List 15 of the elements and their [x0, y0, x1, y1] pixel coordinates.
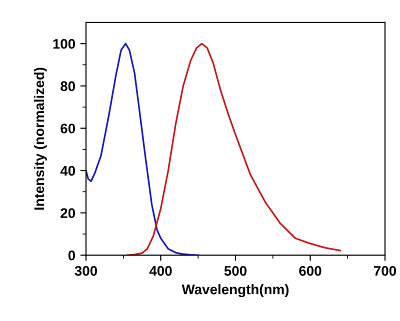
x-tick-label: 500: [224, 266, 247, 276]
y-tick-label: 0: [68, 250, 76, 260]
line-series: [126, 42, 341, 256]
x-tick-label: 300: [74, 266, 98, 276]
y-tick-label: 60: [60, 124, 76, 134]
x-tick-label: 600: [299, 266, 322, 276]
y-tick-label: 20: [60, 208, 76, 218]
y-axis-title: Intensity (normalized): [34, 68, 47, 210]
line-series: [86, 42, 199, 256]
x-tick-label: 400: [149, 266, 172, 276]
x-tick-label: 700: [374, 266, 396, 276]
x-axis-title: Wavelength(nm): [182, 284, 289, 298]
y-tick-label: 40: [60, 166, 76, 176]
y-tick-label: 100: [53, 38, 76, 49]
y-tick-label: 80: [60, 81, 76, 92]
